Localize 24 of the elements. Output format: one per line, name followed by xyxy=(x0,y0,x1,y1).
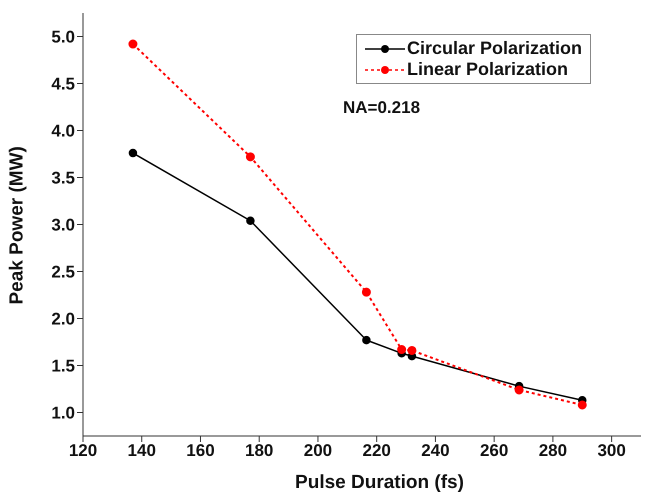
y-tick-label: 1.5 xyxy=(51,356,75,376)
x-tick-label: 200 xyxy=(304,441,332,460)
annotation: NA=0.218 xyxy=(343,98,420,118)
y-tick-label: 3.5 xyxy=(51,168,75,188)
y-tick-label: 3.0 xyxy=(51,216,75,235)
x-tick-label: 300 xyxy=(597,441,626,460)
x-tick-label: 160 xyxy=(186,441,215,460)
x-tick-label: 180 xyxy=(245,441,274,460)
legend-label: Linear Polarization xyxy=(406,59,569,80)
y-axis-title: Peak Power (MW) xyxy=(6,146,28,304)
legend-label: Circular Polarization xyxy=(406,38,582,59)
x-tick-label: 260 xyxy=(480,441,508,460)
y-tick-label: 4.5 xyxy=(51,74,75,94)
x-tick-label: 280 xyxy=(538,441,568,460)
y-tick-label: 4.0 xyxy=(51,122,75,141)
x-tick-label: 240 xyxy=(421,441,450,460)
y-tick-label: 5.0 xyxy=(51,28,75,47)
x-axis-title: Pulse Duration (fs) xyxy=(294,472,465,494)
y-tick-label: 2.0 xyxy=(51,310,75,329)
x-tick-label: 220 xyxy=(362,441,391,460)
x-tick-label: 120 xyxy=(68,441,98,460)
x-tick-label: 140 xyxy=(128,441,156,460)
y-tick-label: 2.5 xyxy=(51,262,75,282)
y-tick-label: 1.0 xyxy=(51,404,75,423)
